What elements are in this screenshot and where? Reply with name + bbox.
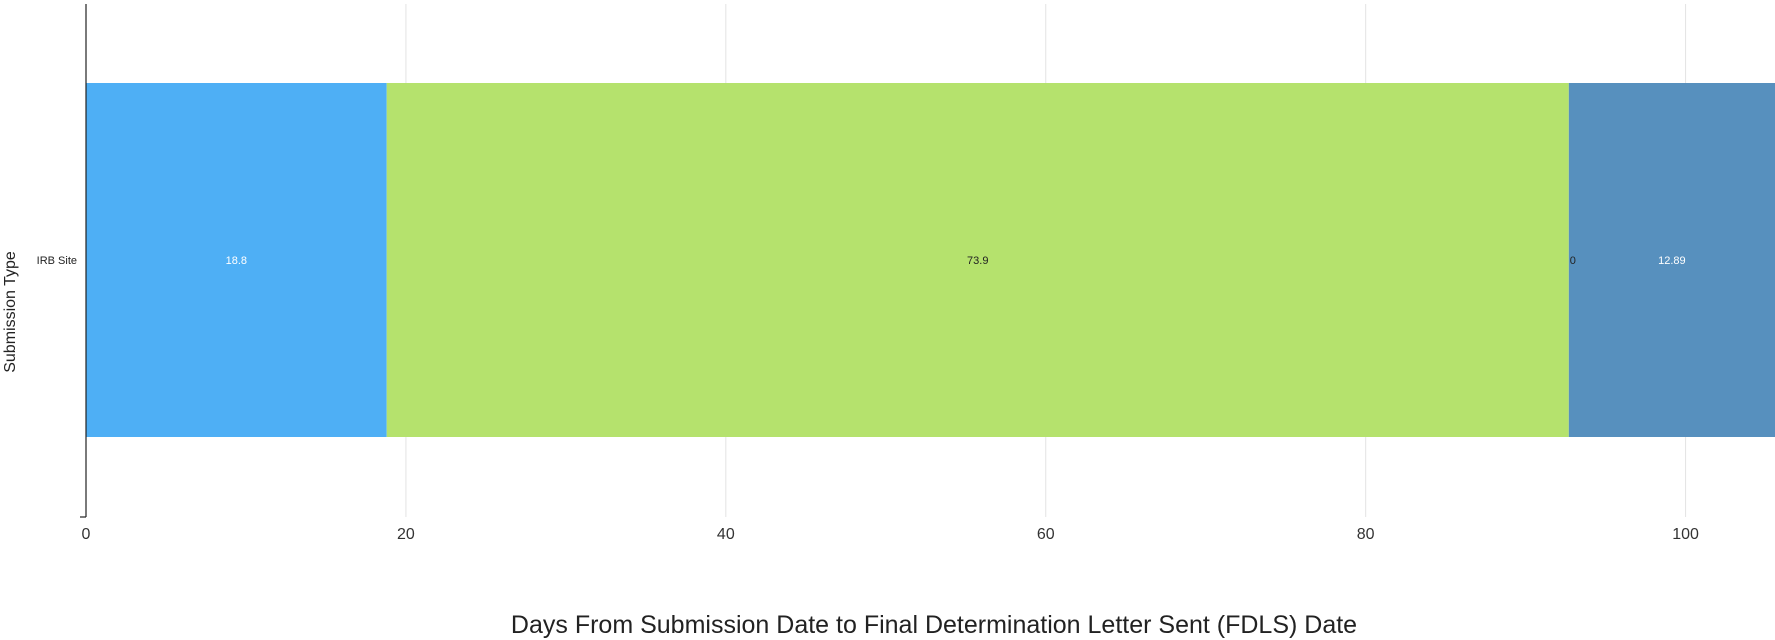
- y-axis-title: Submission Type: [2, 251, 19, 373]
- bar-segment-4: [1568, 83, 1775, 437]
- bar-segment-1: [86, 83, 387, 437]
- data-label-segment-3: 0: [1570, 255, 1576, 267]
- x-tick-label-40: 40: [717, 526, 735, 543]
- data-label-segment-2: 73.9: [967, 255, 988, 267]
- x-tick-label-60: 60: [1037, 526, 1055, 543]
- data-label-segment-4: 12.89: [1658, 255, 1686, 267]
- axes: 0 20 40 60 80 100: [80, 4, 1699, 543]
- labels: 18.8 73.9 0 12.89 IRB Site Days From Submissi…: [2, 251, 1686, 639]
- x-tick-label-0: 0: [82, 526, 91, 543]
- x-tick-label-80: 80: [1357, 526, 1375, 543]
- bars: [86, 83, 1775, 437]
- x-tick-label-20: 20: [397, 526, 415, 543]
- data-label-segment-1: 18.8: [226, 255, 247, 267]
- bar-segment-2: [386, 83, 1569, 437]
- category-label-0: IRB Site: [37, 255, 77, 267]
- x-tick-label-100: 100: [1672, 526, 1699, 543]
- x-axis-title: Days From Submission Date to Final Deter…: [511, 611, 1357, 639]
